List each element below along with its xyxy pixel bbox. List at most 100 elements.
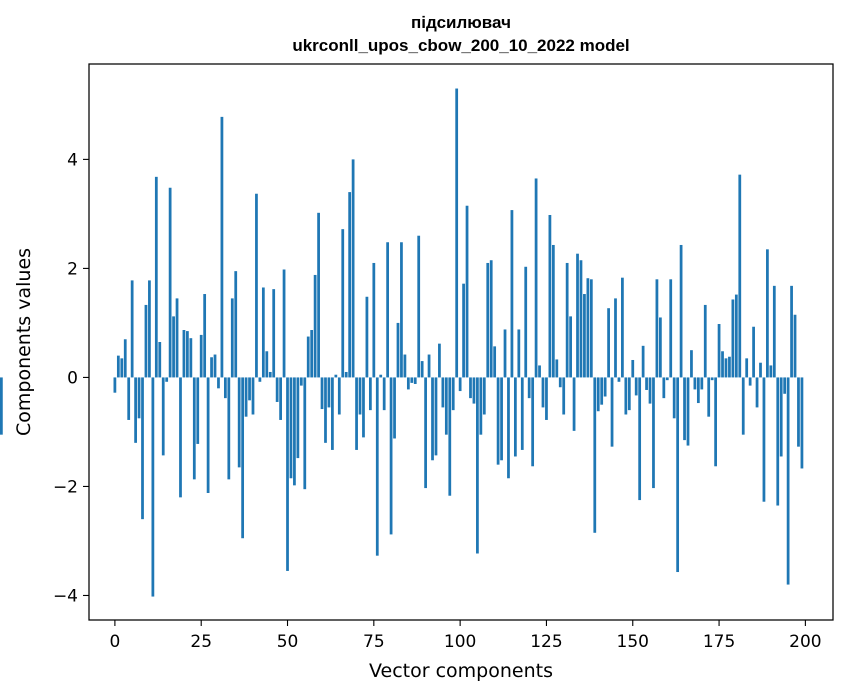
bar-9 [144,304,148,378]
bar-126 [548,214,552,378]
bar-199 [800,377,804,469]
bar-12 [154,176,158,378]
bar-30 [217,377,220,389]
bar-57 [310,330,314,378]
bar-92 [431,377,434,461]
bar-53 [296,377,300,459]
bar-185 [752,326,755,378]
bar-95 [441,377,445,408]
bar-91 [427,354,431,378]
bar-45 [268,371,272,378]
bar-124 [541,377,545,408]
bar-146 [617,377,621,382]
bar-145 [614,298,617,378]
bar-110 [493,346,497,378]
bar-20 [182,330,186,378]
bar-52 [293,377,296,486]
bar-138 [589,279,593,378]
bar-75 [372,262,376,378]
bar-113 [503,329,507,378]
bar-140 [596,377,600,412]
bar-174 [714,377,717,467]
bar-154 [645,377,648,390]
bar-184 [748,377,752,386]
bar-142 [603,377,607,397]
bar-159 [662,377,666,399]
bar-83 [400,242,403,378]
bar-104 [472,377,476,404]
bar-125 [545,377,548,420]
bar-163 [676,377,680,573]
bar-197 [793,314,797,378]
bar-103 [469,377,472,399]
x-axis-label: Vector components [369,660,553,682]
bar-33 [227,377,231,480]
bar-166 [686,377,690,446]
y-axis: −4 −2 0 2 4 [53,150,89,606]
bar-8 [141,377,144,520]
bar-102 [465,205,469,378]
bar-7 [137,377,141,419]
bar-26 [203,294,207,378]
y-axis-label: Components values [13,248,35,436]
bar-143 [607,308,610,378]
bar-1 [116,355,120,378]
bar-97 [448,377,452,496]
bar-149 [627,377,631,411]
bar-17 [172,316,175,378]
bar-71 [358,377,362,415]
bar-85 [406,377,410,390]
bar-170 [700,377,704,390]
bar-21 [186,331,189,378]
bar-129 [558,377,562,388]
bar-undefined [0,377,3,435]
x-tick-label: 175 [703,632,735,652]
bar-190 [769,365,773,378]
bar-165 [683,377,686,441]
bar-120 [527,377,531,399]
bar-164 [679,244,683,378]
x-tick-label: 0 [109,632,120,652]
bar-98 [451,377,455,411]
bar-19 [179,377,182,498]
bar-64 [334,374,338,378]
bar-51 [289,377,293,479]
bar-177 [724,358,728,378]
bar-153 [641,345,645,378]
bar-188 [762,377,766,502]
bar-14 [161,377,165,456]
x-tick-label: 100 [444,632,476,652]
plot-frame [88,63,834,621]
bar-68 [348,192,352,378]
bar-114 [507,377,510,479]
bar-77 [379,374,383,378]
bar-122 [534,178,538,378]
x-tick-label: 50 [277,632,299,652]
bar-96 [444,377,448,435]
bar-107 [482,377,486,415]
bar-25 [199,334,203,378]
bar-89 [420,361,424,378]
x-tick-label: 25 [190,632,212,652]
bar-117 [517,329,521,378]
bar-31 [220,116,224,378]
bars-group [0,88,804,597]
bar-88 [417,235,421,378]
bar-24 [196,377,200,444]
bar-156 [652,377,655,489]
bar-2 [120,358,124,378]
bar-171 [703,304,707,378]
bar-106 [479,377,483,435]
bar-35 [234,271,238,378]
bar-84 [403,354,407,378]
bar-27 [206,377,210,493]
chart-subtitle: ukrconll_upos_cbow_200_10_2022 model [292,36,629,55]
bar-169 [696,377,700,404]
bar-196 [790,285,793,378]
bar-38 [244,377,248,417]
bar-48 [279,377,282,420]
bar-10 [148,280,151,378]
bar-167 [690,350,693,378]
bar-94 [438,343,441,378]
bar-162 [672,377,676,419]
